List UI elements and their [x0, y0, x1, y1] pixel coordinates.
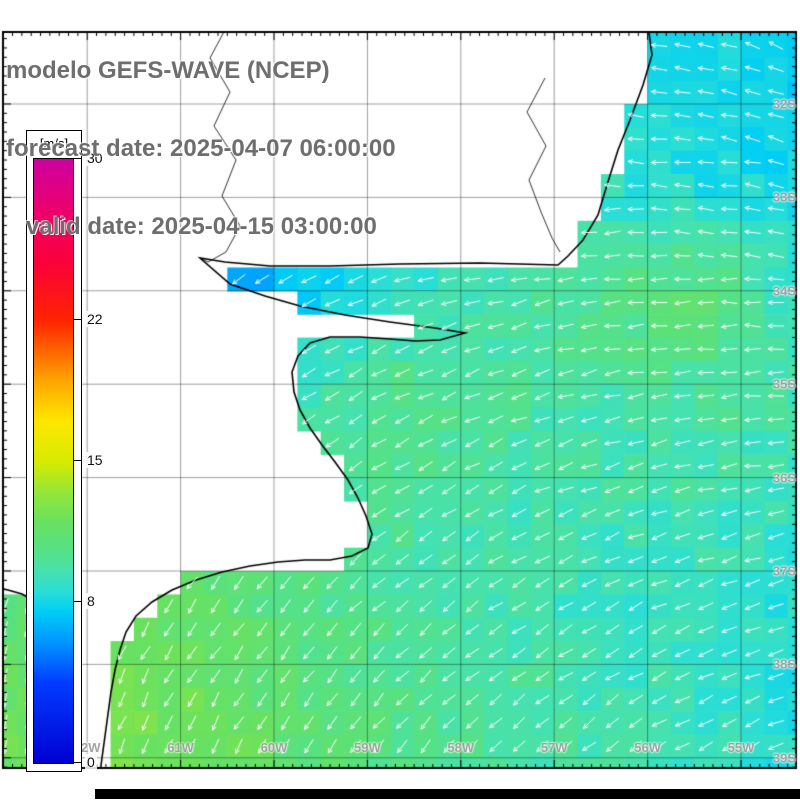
- colorbar-tick: [73, 762, 81, 763]
- colorbar-tick-label: 22: [85, 311, 105, 328]
- latitude-label: 37S: [772, 563, 796, 579]
- longitude-label: 56W: [634, 740, 661, 755]
- colorbar: [m/s]: [26, 130, 82, 772]
- model-title: modelo GEFS-WAVE (NCEP): [6, 57, 330, 84]
- latitude-label: 36S: [772, 470, 796, 486]
- longitude-label: 60W: [260, 740, 288, 755]
- longitude-label: 61W: [167, 740, 194, 755]
- valid-date-label: valid date: 2025-04-15 03:00:00: [6, 213, 377, 240]
- latitude-label: 34S: [772, 283, 796, 299]
- latitude-label: 35S: [772, 376, 796, 392]
- longitude-label: 57W: [540, 740, 568, 755]
- latitude-label: 32S: [772, 96, 796, 112]
- map-title-block: modelo GEFS-WAVE (NCEP) forecast date: 2…: [6, 6, 396, 292]
- colorbar-gradient: [33, 158, 74, 764]
- colorbar-tick: [73, 319, 81, 321]
- colorbar-tick-label: 30: [85, 150, 105, 166]
- colorbar-tick: [73, 600, 81, 602]
- colorbar-unit-label: [m/s]: [39, 136, 69, 151]
- colorbar-tick-label: 15: [85, 452, 105, 468]
- colorbar-tick: [73, 158, 81, 159]
- forecast-date-label: forecast date: 2025-04-07 06:00:00: [6, 135, 396, 162]
- longitude-label: 55W: [727, 740, 755, 755]
- footer-bar: [95, 789, 800, 799]
- longitude-label: 59W: [354, 740, 381, 755]
- longitude-label: 58W: [447, 740, 475, 755]
- latitude-label: 33S: [772, 189, 796, 205]
- colorbar-tick-label: 0: [85, 754, 97, 770]
- colorbar-tick-label: 8: [85, 592, 97, 609]
- latitude-label: 39S: [772, 750, 796, 766]
- colorbar-tick: [73, 460, 81, 461]
- latitude-label: 38S: [772, 656, 796, 672]
